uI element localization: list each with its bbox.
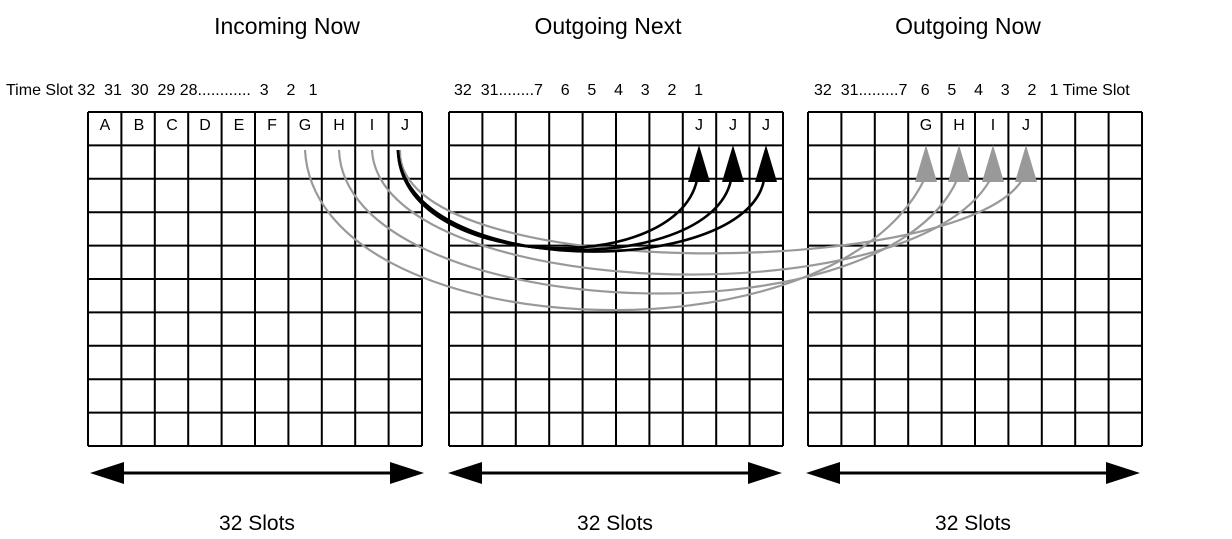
title-outgoing-next: Outgoing Next <box>534 13 682 39</box>
curve-j-to-next-slot2 <box>396 149 733 252</box>
cell-label-e: E <box>234 117 245 134</box>
cell-label-c: C <box>166 117 178 134</box>
now-cell-label-slot7: G <box>920 117 932 134</box>
curve-j-to-now-slot4 <box>398 149 1023 255</box>
grid-incoming-now <box>87 111 423 447</box>
span-arrow-outgoing-now <box>806 462 1140 484</box>
cell-label-i: I <box>370 117 374 134</box>
arrowhead-now-slot6 <box>948 145 970 182</box>
cell-label-b: B <box>134 117 145 134</box>
arrowhead-next-slot3 <box>688 145 710 182</box>
span-label-incoming: 32 Slots <box>219 512 295 535</box>
now-cell-label-slot6: H <box>953 117 965 134</box>
cell-label-a: A <box>100 117 111 134</box>
curve-j-to-next-slot3 <box>396 149 699 250</box>
cell-label-g: G <box>299 117 311 134</box>
span-arrow-incoming <box>90 462 424 484</box>
arrowhead-now-slot7 <box>915 145 937 182</box>
cell-label-d: D <box>199 117 211 134</box>
title-outgoing-now: Outgoing Now <box>895 13 1041 39</box>
grid-outgoing-now <box>807 111 1143 447</box>
cell-label-f: F <box>267 117 277 134</box>
timeslot-header-incoming: Time Slot 32 31 30 29 28............ 3 2… <box>6 82 318 99</box>
cell-label-j: J <box>401 117 409 134</box>
outgoing-now-curves <box>303 149 1023 312</box>
now-cell-label-slot4: J <box>1022 117 1030 134</box>
curve-h-to-now-slot6 <box>337 149 959 295</box>
timeslot-header-outgoing-now: 32 31.........7 6 5 4 3 2 1 Time Slot <box>814 82 1130 99</box>
outgoing-next-curves <box>396 149 766 253</box>
arrowhead-next-slot2 <box>722 145 744 182</box>
title-incoming-now: Incoming Now <box>214 13 360 39</box>
cell-label-h: H <box>333 117 345 134</box>
curve-i-to-now-slot5 <box>370 149 991 276</box>
arrowhead-now-slot5 <box>982 145 1004 182</box>
span-label-outgoing-next: 32 Slots <box>577 512 653 535</box>
arrowhead-next-slot1 <box>755 145 777 182</box>
curve-g-to-now-slot7 <box>303 149 925 312</box>
arrowhead-now-slot4 <box>1015 145 1037 182</box>
curve-j-to-next-slot1 <box>396 149 766 253</box>
next-cell-label-slot2: J <box>729 117 737 134</box>
now-cell-label-slot5: I <box>991 117 995 134</box>
span-label-outgoing-now: 32 Slots <box>935 512 1011 535</box>
grid-outgoing-next <box>448 111 784 447</box>
span-arrow-outgoing-next <box>448 462 782 484</box>
next-cell-label-slot3: J <box>695 117 703 134</box>
next-cell-label-slot1: J <box>762 117 770 134</box>
timeslot-header-outgoing-next: 32 31........7 6 5 4 3 2 1 <box>454 82 703 99</box>
